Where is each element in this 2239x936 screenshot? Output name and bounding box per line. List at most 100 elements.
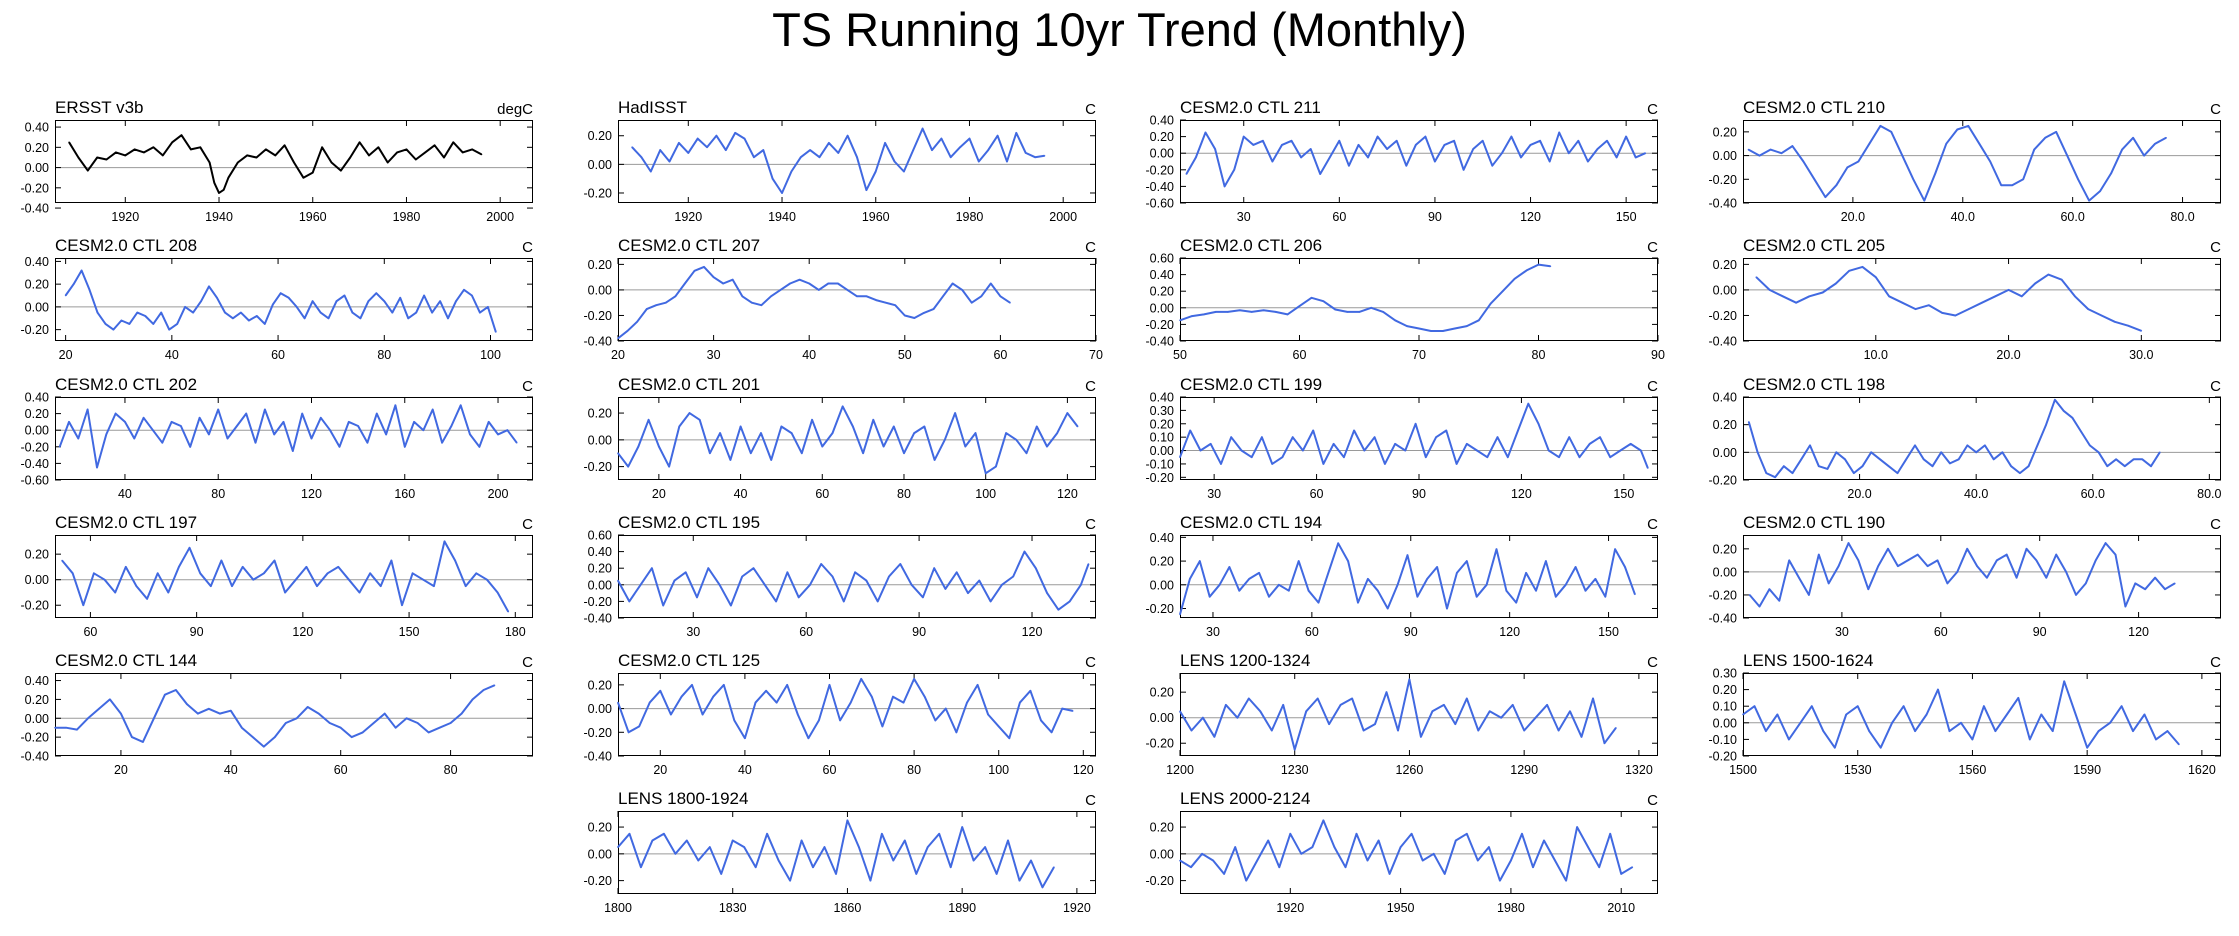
data-point xyxy=(1414,423,1417,425)
plot-frame xyxy=(618,673,1096,756)
data-point xyxy=(273,559,276,562)
data-point xyxy=(2097,451,2100,454)
x-tick-label: 1860 xyxy=(834,901,862,915)
x-tick-label: 90 xyxy=(1404,625,1418,639)
data-point xyxy=(411,572,414,575)
data-point xyxy=(1190,729,1193,732)
data-point xyxy=(218,192,220,194)
data-point xyxy=(480,153,483,156)
data-point xyxy=(2035,559,2038,562)
data-point xyxy=(655,304,657,306)
data-point xyxy=(1603,742,1606,744)
data-point xyxy=(1278,584,1280,586)
data-point xyxy=(718,584,721,586)
data-point xyxy=(2060,278,2063,281)
data-point xyxy=(1976,565,1978,567)
data-point xyxy=(1782,295,1784,298)
data-point xyxy=(884,142,886,144)
data-point xyxy=(760,432,762,434)
data-point xyxy=(647,419,650,421)
data-point xyxy=(1388,873,1391,875)
data-point xyxy=(2099,190,2101,192)
data-point xyxy=(72,283,75,285)
y-tick-label: 0.20 xyxy=(1150,686,1174,700)
chart-svg: 0.40 0.20 0.00 -0.20 20 40 60 80 100 xyxy=(21,255,533,362)
data-point xyxy=(995,465,997,468)
data-point xyxy=(841,405,844,408)
data-point xyxy=(1588,443,1591,445)
data-point xyxy=(93,572,95,575)
data-point xyxy=(114,412,117,415)
x-tick-label: 60.0 xyxy=(2060,210,2084,224)
data-point xyxy=(295,306,298,308)
data-point xyxy=(741,575,743,578)
data-point xyxy=(2022,178,2024,181)
data-point xyxy=(789,282,791,285)
data-point xyxy=(423,294,425,297)
data-point xyxy=(1634,593,1636,596)
data-point xyxy=(105,433,108,436)
data-point xyxy=(1367,578,1369,580)
y-tick-label: -0.40 xyxy=(584,750,613,764)
data-point xyxy=(1753,705,1756,707)
y-tick-label: -0.20 xyxy=(1146,318,1175,332)
data-point xyxy=(934,719,937,722)
data-point xyxy=(1040,719,1042,722)
data-point xyxy=(115,151,117,154)
data-point xyxy=(1300,853,1303,855)
data-point xyxy=(1835,184,1838,186)
data-point xyxy=(903,170,905,173)
data-point xyxy=(1800,458,1803,461)
x-tick-label: 100 xyxy=(988,763,1009,777)
data-point xyxy=(752,567,755,569)
data-point xyxy=(1537,423,1540,425)
y-tick-label: -0.40 xyxy=(1709,197,1738,211)
data-point xyxy=(1758,154,1761,157)
data-point xyxy=(1030,859,1032,862)
x-tick-label: 1620 xyxy=(2188,763,2216,777)
x-tick-label: 1980 xyxy=(1497,901,1525,915)
y-tick-label: 0.40 xyxy=(25,391,49,405)
data-point xyxy=(1791,145,1794,147)
data-point xyxy=(1396,584,1399,586)
data-point xyxy=(1416,595,1419,598)
x-tick-label: 1230 xyxy=(1281,763,1309,777)
data-point xyxy=(790,432,793,434)
data-point xyxy=(709,452,711,454)
x-tick-label: 40 xyxy=(802,348,816,362)
data-point xyxy=(109,698,111,701)
data-point xyxy=(310,437,313,440)
data-point xyxy=(1532,866,1534,868)
data-point xyxy=(1934,172,1937,175)
data-point xyxy=(662,604,664,607)
data-point xyxy=(404,446,406,448)
data-point xyxy=(1322,819,1325,822)
data-point xyxy=(2062,410,2065,412)
data-point xyxy=(839,719,841,722)
data-point xyxy=(617,579,619,582)
data-point xyxy=(1755,276,1758,278)
y-tick-label: 0.00 xyxy=(588,702,612,716)
panel-unit: C xyxy=(522,378,533,395)
y-tick-label: 0.20 xyxy=(25,407,49,421)
panel-title: HadISST xyxy=(618,98,687,117)
data-point xyxy=(852,425,854,428)
data-point xyxy=(663,833,665,835)
y-tick-label: -0.20 xyxy=(1146,163,1175,177)
data-point xyxy=(1634,156,1637,159)
data-point xyxy=(348,578,350,581)
data-point xyxy=(882,445,885,448)
series-line xyxy=(1179,542,1636,615)
x-tick-label: 60 xyxy=(799,625,813,639)
data-point xyxy=(1564,584,1567,586)
data-point xyxy=(912,149,914,151)
chart-svg: 0.20 0.00 -0.20 -0.40 20.0 40.0 60.0 80.0 xyxy=(1709,120,2221,224)
data-point xyxy=(2132,137,2134,139)
plot-frame xyxy=(1180,673,1658,756)
panel-title: CESM2.0 CTL 125 xyxy=(618,651,761,670)
data-point xyxy=(279,292,282,294)
data-point xyxy=(818,156,821,158)
y-tick-label: 0.10 xyxy=(1150,431,1174,445)
data-point xyxy=(226,437,229,440)
data-point xyxy=(760,304,763,306)
